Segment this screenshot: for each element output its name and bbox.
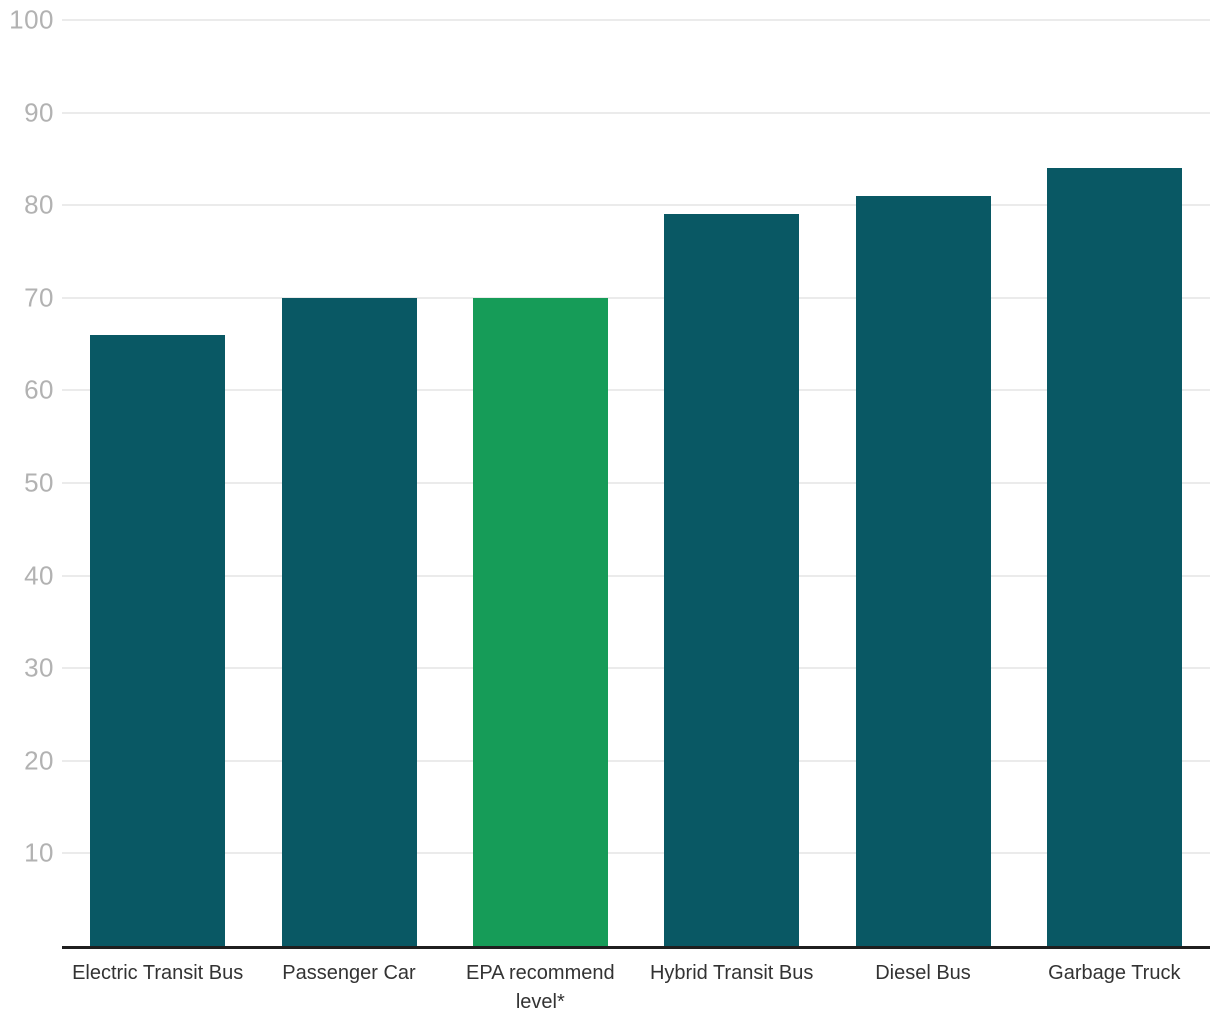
y-tick-label-40: 40: [24, 560, 54, 591]
gridline-30: [62, 667, 1210, 670]
gridline-70: [62, 296, 1210, 299]
gridline-40: [62, 574, 1210, 577]
gridline-80: [62, 204, 1210, 207]
y-tick-label-30: 30: [24, 652, 54, 683]
bar-electric-transit-bus: [90, 334, 226, 946]
plot-area: [62, 19, 1210, 949]
bar-garbage-truck: [1046, 168, 1182, 946]
x-tick-label-epa-recommend-level: EPA recommend level*: [466, 962, 615, 1013]
gridline-90: [62, 111, 1210, 114]
bar-passenger-car: [281, 297, 417, 946]
gridline-20: [62, 759, 1210, 762]
gridline-100: [62, 19, 1210, 21]
gridline-60: [62, 389, 1210, 392]
y-tick-label-90: 90: [24, 97, 54, 128]
y-tick-label-20: 20: [24, 745, 54, 776]
y-tick-label-50: 50: [24, 467, 54, 498]
x-tick-label-garbage-truck: Garbage Truck: [1048, 962, 1181, 984]
x-label-cell-epa-recommend-level: EPA recommend level*: [445, 959, 636, 1017]
bar-epa-recommend-level: [472, 297, 608, 946]
x-label-cell-passenger-car: Passenger Car: [253, 959, 444, 988]
y-tick-label-80: 80: [24, 189, 54, 220]
y-axis: 10 20 30 40 50 60 70 80 90 100: [0, 5, 54, 946]
gridline-10: [62, 852, 1210, 855]
x-label-cell-garbage-truck: Garbage Truck: [1019, 959, 1210, 988]
bar-hybrid-transit-bus: [664, 214, 800, 946]
x-tick-label-passenger-car: Passenger Car: [282, 962, 416, 984]
y-tick-label-70: 70: [24, 282, 54, 313]
y-tick-label-60: 60: [24, 374, 54, 405]
x-label-cell-diesel-bus: Diesel Bus: [827, 959, 1018, 988]
bar-diesel-bus: [855, 195, 991, 946]
gridline-50: [62, 482, 1210, 484]
y-tick-label-100: 100: [9, 4, 54, 35]
y-tick-label-10: 10: [24, 837, 54, 868]
x-label-cell-hybrid-transit-bus: Hybrid Transit Bus: [636, 959, 827, 988]
x-tick-label-hybrid-transit-bus: Hybrid Transit Bus: [649, 962, 814, 984]
x-tick-label-diesel-bus: Diesel Bus: [875, 962, 971, 984]
x-axis-line: [62, 946, 1210, 949]
x-label-cell-electric-transit-bus: Electric Transit Bus: [62, 959, 253, 988]
x-tick-label-electric-transit-bus: Electric Transit Bus: [72, 962, 244, 984]
x-axis-labels: Electric Transit Bus Passenger Car EPA rec…: [62, 959, 1210, 1020]
